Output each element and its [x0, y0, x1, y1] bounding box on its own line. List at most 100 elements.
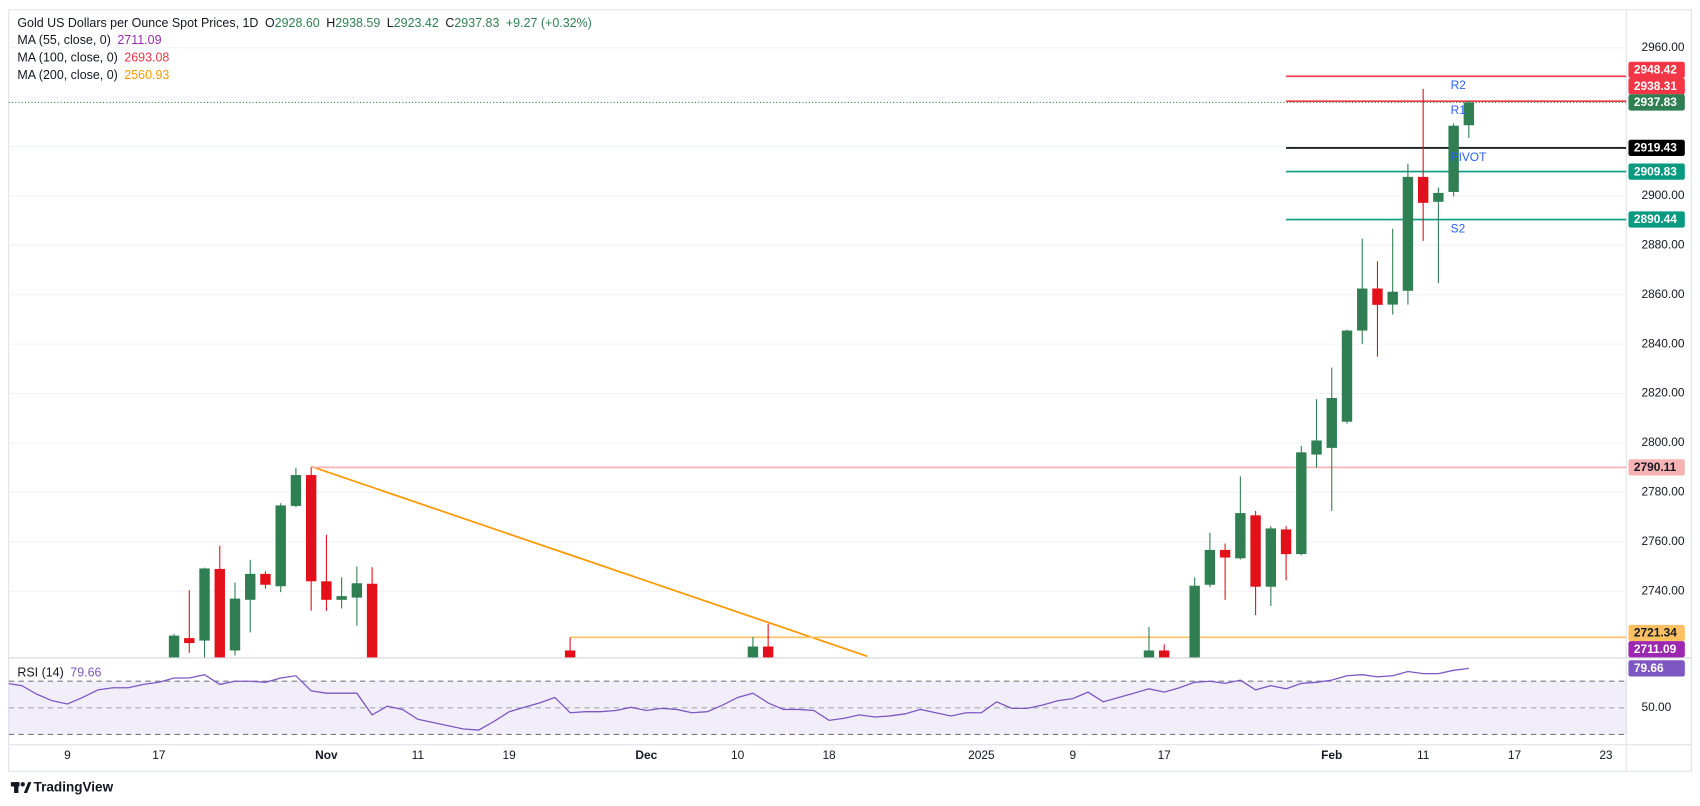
- y-tick-label: 2840.00: [1641, 336, 1684, 350]
- price-tag: 2938.31: [1634, 79, 1677, 93]
- ohlc-value: 2928.60: [275, 16, 320, 30]
- y-tick-label: 2780.00: [1641, 485, 1684, 499]
- title: Gold US Dollars per Ounce Spot Prices, 1…: [17, 16, 258, 30]
- ma-legend: MA (100, close, 0) 2693.08: [17, 51, 169, 65]
- candle-body: [275, 505, 286, 587]
- x-tick-label: 9: [1069, 748, 1076, 762]
- candle-body: [168, 635, 180, 658]
- price-pane: [8, 75, 1627, 658]
- rsi-line: [8, 667, 1469, 731]
- logo-shape: [14, 782, 19, 793]
- candle-body: [1265, 528, 1277, 587]
- labels: Gold US Dollars per Ounce Spot Prices, 1…: [17, 16, 1685, 762]
- price-tag: 2937.83: [1634, 95, 1677, 109]
- price-tag: 2948.42: [1634, 63, 1677, 77]
- rsi-value: 79.66: [70, 666, 101, 680]
- price-tag-bg: [1628, 641, 1685, 658]
- candle-body: [1463, 102, 1475, 126]
- chart-frame: [8, 9, 1692, 772]
- candle-body: [184, 638, 195, 644]
- y-tick-label: 2880.00: [1641, 237, 1684, 251]
- candle-body: [1296, 452, 1307, 555]
- candle-body: [1158, 650, 1170, 658]
- pivot-label: PIVOT: [1451, 150, 1487, 164]
- x-tick-label: 17: [1508, 748, 1522, 762]
- x-tick-label: 2025: [968, 748, 995, 762]
- candle-body: [1204, 549, 1216, 585]
- grid: [8, 47, 1627, 592]
- candle-body: [1372, 288, 1383, 305]
- candle-body: [1143, 650, 1155, 658]
- rsi-tag-bg: [1628, 660, 1685, 677]
- ma-value: 2560.93: [124, 68, 169, 82]
- x-tick-label: Nov: [315, 748, 338, 762]
- price-tag-bg: [1628, 211, 1685, 228]
- price-tag: 2711.09: [1634, 642, 1677, 656]
- candle-body: [1189, 585, 1200, 658]
- price-tag-bg: [1628, 61, 1685, 79]
- pivot-label: S2: [1451, 221, 1466, 235]
- rsi-band-fill: [8, 681, 1627, 735]
- y-tick-label: 2960.00: [1641, 40, 1684, 54]
- y-tick-label: 2760.00: [1641, 534, 1684, 548]
- x-tick-label: 10: [731, 748, 745, 762]
- candle-body: [1341, 330, 1353, 422]
- rsi-tag: 79.66: [1634, 661, 1664, 675]
- ma-value: 2711.09: [117, 34, 161, 48]
- rsi-legend: RSI (14) 79.66: [17, 666, 101, 680]
- ma-name: MA (100, close, 0): [17, 51, 117, 65]
- trend-line: [310, 465, 868, 658]
- price-tag-bg: [1628, 94, 1685, 111]
- ohlc-key: H: [326, 16, 335, 30]
- candle-body: [762, 646, 774, 658]
- ma-legend: MA (200, close, 0) 2560.93: [17, 68, 169, 82]
- x-tick-label: 23: [1599, 748, 1613, 762]
- y-tick-label: 2740.00: [1641, 583, 1684, 597]
- change: +9.27 (+0.32%): [506, 16, 592, 30]
- candle-body: [199, 568, 210, 641]
- pivot-label: R1: [1451, 103, 1467, 117]
- candle-body: [1219, 549, 1231, 558]
- x-tick-label: 11: [412, 748, 425, 762]
- candle-body: [366, 583, 378, 658]
- ma-name: MA (55, close, 0): [17, 34, 111, 48]
- price-tags: 2948.42 2938.31 2919.43 2909.83 2890.44 2937.…: [1628, 61, 1685, 677]
- x-tick-label: 17: [152, 748, 166, 762]
- candle-body: [305, 475, 317, 582]
- candle-body: [1311, 440, 1322, 455]
- price-tag-bg: [1628, 139, 1685, 157]
- price-tag-bg: [1628, 624, 1685, 642]
- candle-body: [1387, 291, 1398, 305]
- candle-body: [564, 650, 576, 658]
- brand: TradingView: [34, 780, 114, 795]
- x-tick-label: 18: [822, 748, 836, 762]
- ohlc-key: O: [265, 16, 275, 30]
- x-tick-label: 9: [64, 748, 71, 762]
- brand-logo: [10, 782, 32, 793]
- candle-body: [245, 573, 256, 600]
- candle-body: [351, 583, 363, 598]
- logo-shape: [20, 782, 25, 787]
- ohlc-value: 2937.83: [454, 16, 499, 30]
- x-tick-label: 19: [503, 748, 517, 762]
- candle-body: [229, 598, 241, 651]
- price-tag-bg: [1628, 459, 1685, 476]
- price-tag-bg: [1628, 163, 1685, 180]
- legend-title: Gold US Dollars per Ounce Spot Prices, 1…: [17, 16, 591, 30]
- ma-value: 2693.08: [124, 51, 169, 65]
- candle-body: [1448, 125, 1459, 192]
- x-tick-label: Feb: [1321, 748, 1342, 762]
- y-tick-label: 2820.00: [1641, 386, 1684, 400]
- ohlc-key: L: [387, 16, 394, 30]
- x-tick-label: Dec: [635, 748, 657, 762]
- pivot-label: R2: [1451, 78, 1467, 92]
- y-tick-label: 2900.00: [1641, 188, 1684, 202]
- ohlc-key: C: [445, 16, 454, 30]
- ma-name: MA (200, close, 0): [17, 68, 117, 82]
- candle-body: [321, 581, 332, 600]
- candle-body: [1280, 529, 1292, 555]
- candle-body: [260, 573, 271, 585]
- rsi-name: RSI (14): [17, 666, 63, 680]
- price-tag: 2890.44: [1634, 212, 1677, 226]
